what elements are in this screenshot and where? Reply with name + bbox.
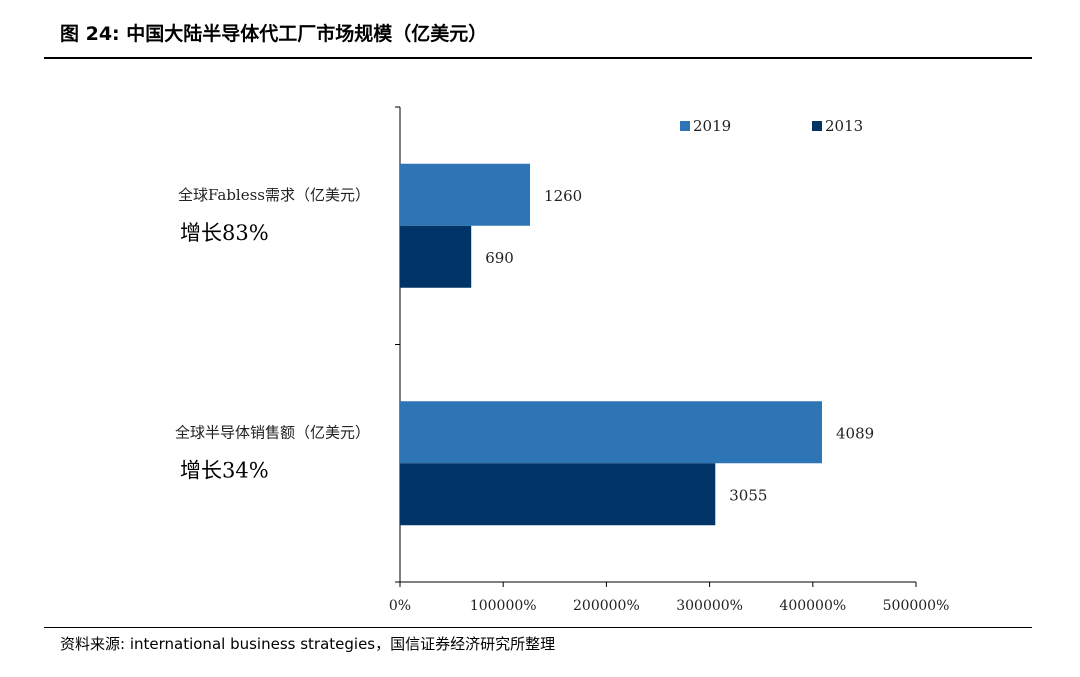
growth-annotation: 增长34% [180, 458, 269, 482]
bar-2013 [400, 225, 472, 288]
figure-title: 图 24: 中国大陆半导体代工厂市场规模（亿美元） [60, 23, 488, 45]
x-tick-label: 100000% [470, 598, 537, 614]
data-label: 1260 [544, 187, 582, 205]
legend-label: 2019 [693, 117, 731, 135]
bar-2013 [400, 463, 716, 526]
bottom-rule [44, 627, 1032, 628]
legend-swatch-2019 [680, 121, 690, 131]
x-tick-label: 0% [389, 598, 411, 614]
category-label: 全球Fabless需求（亿美元） [178, 186, 370, 204]
x-tick-label: 500000% [883, 598, 950, 614]
legend-swatch-2013 [812, 121, 822, 131]
x-tick-label: 400000% [779, 598, 846, 614]
data-label: 3055 [729, 486, 767, 504]
bar-2019 [400, 401, 822, 464]
title-rule [44, 57, 1032, 59]
data-label: 690 [485, 249, 514, 267]
bar-2019 [400, 163, 531, 226]
legend-label: 2013 [825, 117, 863, 135]
data-label: 4089 [836, 424, 874, 442]
source-note: 资料来源: international business strategies，… [60, 635, 556, 653]
x-tick-label: 300000% [676, 598, 743, 614]
category-label: 全球半导体销售额（亿美元） [175, 423, 370, 441]
growth-annotation: 增长83% [180, 221, 269, 245]
x-tick-label: 200000% [573, 598, 640, 614]
